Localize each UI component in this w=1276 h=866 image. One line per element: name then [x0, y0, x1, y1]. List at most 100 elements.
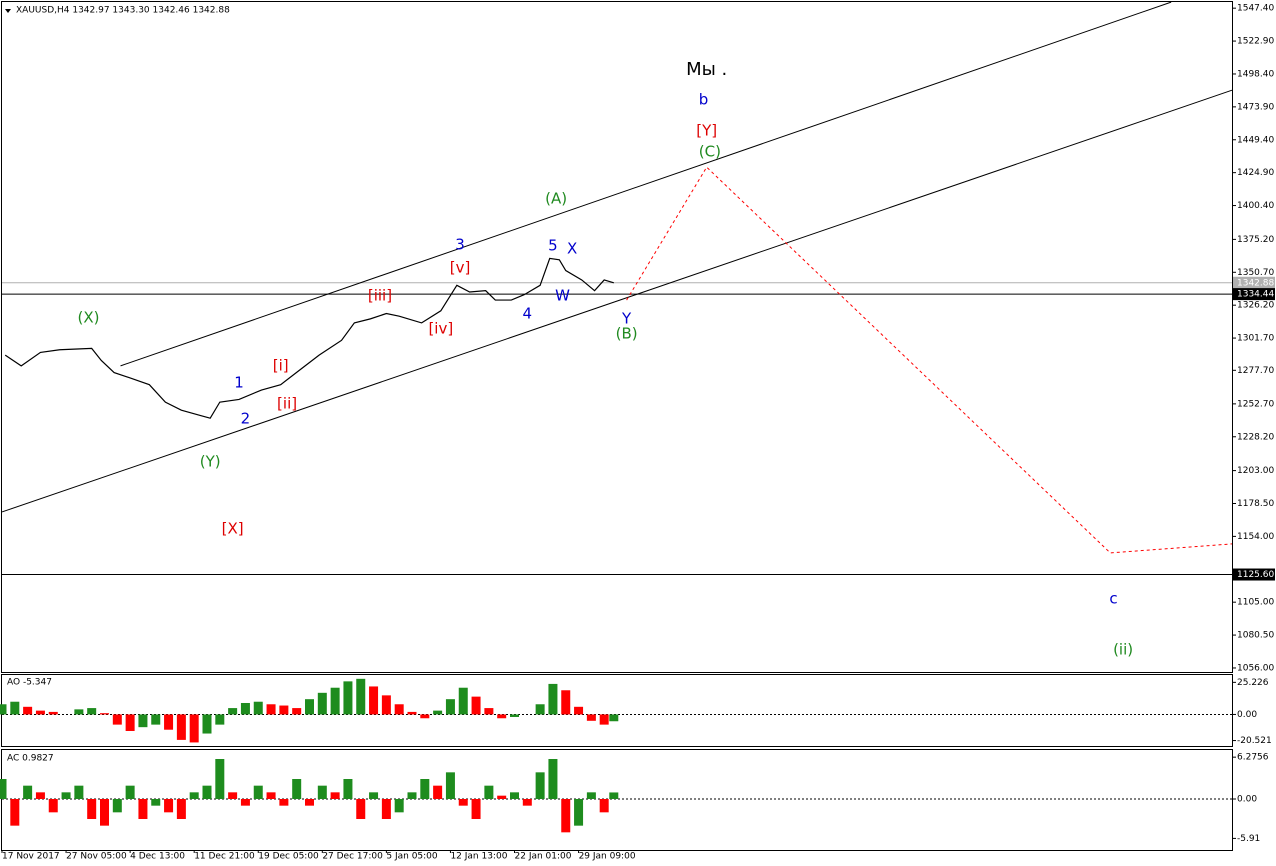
histogram-bar: [394, 799, 404, 813]
y-tick-label: 6.2756: [1237, 753, 1269, 763]
histogram-bar: [112, 714, 122, 725]
histogram-bar: [138, 799, 148, 819]
x-tick-label: 4 Dec 13:00: [130, 852, 185, 862]
x-tick-label: 27 Dec 17:00: [322, 852, 383, 862]
histogram-bar: [48, 711, 58, 715]
wave-label: (B): [616, 325, 638, 343]
histogram-bar: [561, 799, 571, 833]
histogram-bar: [433, 785, 443, 799]
histogram-bar: [151, 799, 161, 806]
x-tick-label: 29 Jan 09:00: [579, 852, 636, 862]
price-label-box: [1233, 276, 1275, 289]
histogram-bar: [574, 706, 584, 715]
main-panel-frame: [1, 1, 1233, 673]
histogram-bar: [369, 686, 379, 715]
histogram-bar: [48, 799, 58, 813]
wave-label: [X]: [222, 520, 244, 538]
y-tick-label: 1350.70: [1237, 268, 1274, 278]
y-tick-label: 1498.40: [1237, 69, 1274, 79]
histogram-bar: [100, 799, 109, 826]
y-tick-label: 1547.40: [1237, 4, 1274, 14]
price-label-box: [1233, 568, 1275, 581]
histogram-bar: [279, 799, 289, 806]
histogram-bar: [266, 704, 276, 715]
y-tick-label: 1326.20: [1237, 301, 1274, 311]
histogram-bar: [356, 678, 366, 715]
histogram-bar: [484, 785, 494, 799]
histogram-bar: [356, 799, 366, 819]
y-tick-label: 1301.70: [1237, 334, 1274, 344]
histogram-bar: [458, 687, 468, 715]
channel-line: [120, 1, 1172, 367]
y-tick-label: 25.226: [1237, 678, 1269, 688]
wave-label: [iv]: [428, 320, 453, 338]
y-tick-label: 1252.70: [1237, 399, 1274, 409]
wave-label: [v]: [450, 259, 471, 277]
panel-title: XAUUSD,H4 1342.97 1343.30 1342.46 1342.8…: [16, 6, 230, 16]
y-tick-label: 1105.00: [1237, 598, 1274, 608]
ac-panel-frame: [1, 749, 1233, 851]
histogram-bar: [74, 709, 84, 715]
histogram-bar: [100, 713, 109, 715]
y-tick-label: 1203.00: [1237, 466, 1274, 476]
histogram-bar: [535, 772, 545, 799]
histogram-bar: [609, 792, 619, 799]
wave-label: (X): [77, 309, 99, 327]
histogram-bar: [574, 799, 584, 826]
wave-label: W: [555, 287, 570, 305]
histogram-bar: [471, 799, 481, 819]
histogram-bar: [202, 714, 212, 734]
histogram-bar: [394, 704, 404, 715]
histogram-bar: [10, 799, 20, 826]
y-tick-label: 1080.50: [1237, 631, 1274, 641]
histogram-bar: [164, 714, 174, 730]
histogram-bar: [484, 708, 494, 715]
histogram-bar: [420, 779, 430, 799]
panel-title: AC 0.9827: [7, 754, 54, 764]
x-tick-label: 12 Jan 13:00: [450, 852, 507, 862]
histogram-bar: [330, 792, 340, 799]
y-tick-label: 1228.20: [1237, 432, 1274, 442]
wave-label: X: [567, 240, 577, 258]
y-tick-label: 1522.90: [1237, 37, 1274, 47]
price-line-series: [4, 257, 614, 419]
x-tick-label: 5 Jan 05:00: [386, 852, 438, 862]
histogram-bar: [215, 759, 225, 799]
x-tick-label: 19 Dec 05:00: [258, 852, 319, 862]
y-tick-label: 0.00: [1237, 710, 1257, 720]
wave-label: 3: [455, 236, 465, 254]
x-tick-label: 11 Dec 21:00: [194, 852, 255, 862]
histogram-bar: [548, 759, 558, 799]
histogram-bar: [240, 799, 250, 806]
histogram-bar: [61, 792, 71, 799]
histogram-bar: [292, 779, 302, 799]
histogram-bar: [586, 714, 596, 721]
wave-label: c: [1109, 589, 1117, 607]
histogram-bar: [176, 714, 186, 740]
histogram-bar: [87, 799, 97, 819]
histogram-bar: [535, 704, 545, 715]
forecast-path: [626, 166, 1233, 554]
wave-label: 5: [548, 237, 558, 255]
y-tick-label: 0.00: [1237, 795, 1257, 805]
histogram-bar: [510, 714, 519, 717]
histogram-bar: [445, 699, 455, 715]
histogram-bar: [497, 795, 507, 799]
histogram-bar: [407, 711, 417, 715]
histogram-bar: [23, 785, 33, 799]
histogram-bar: [599, 799, 609, 813]
histogram-bar: [381, 695, 391, 715]
y-tick-label: 1424.90: [1237, 168, 1274, 178]
histogram-bar: [253, 785, 263, 799]
channel-line: [1, 89, 1233, 513]
wave-label: Y: [621, 310, 632, 328]
histogram-bar: [317, 692, 327, 715]
wave-label: [ii]: [277, 395, 297, 413]
histogram-bar: [215, 714, 225, 725]
histogram-bar: [189, 792, 199, 799]
wave-label: (Y): [200, 453, 221, 471]
histogram-bar: [510, 792, 519, 799]
symbol-marker: [5, 9, 11, 13]
